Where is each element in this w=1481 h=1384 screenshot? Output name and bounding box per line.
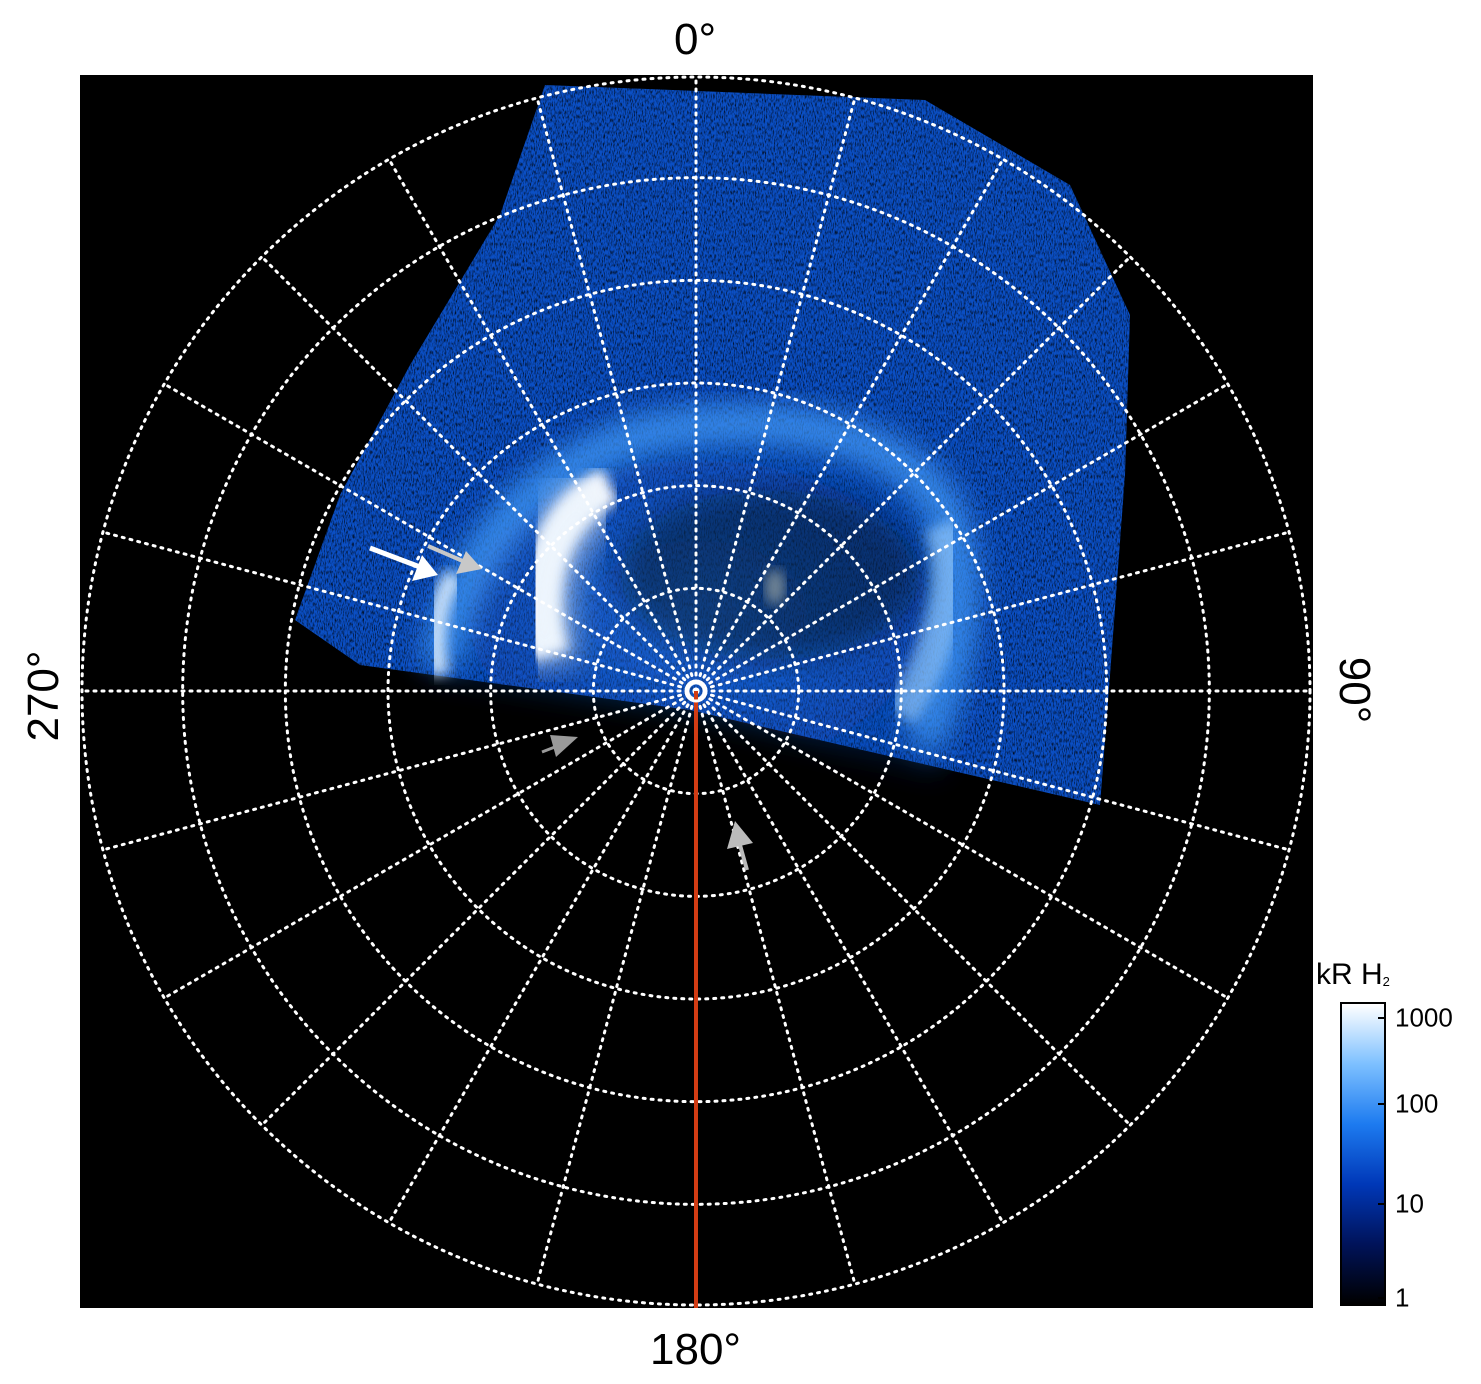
angle-label-180: 180° (650, 1325, 742, 1374)
grid-meridian (694, 253, 1134, 693)
colorbar (1340, 1002, 1386, 1306)
colorbar-tick-mark (1378, 1203, 1386, 1205)
colorbar-title-main: kR H (1316, 958, 1383, 991)
colorbar-tick-mark (1378, 1017, 1386, 1019)
colorbar-title: kR H2 (1316, 958, 1390, 992)
annotation-arrow-white (369, 545, 438, 581)
polar-projection-image (80, 75, 1313, 1308)
grid-circle (181, 176, 1211, 1206)
colorbar-title-sub: 2 (1382, 974, 1390, 989)
grid-meridian (386, 156, 698, 693)
annotation-arrow-light-grey (427, 544, 482, 574)
lat-lon-grid (80, 75, 1313, 1308)
pole-marker (684, 679, 708, 703)
colorbar-tick-label: 10 (1395, 1188, 1424, 1219)
grid-meridian (386, 689, 698, 1226)
colorbar-tick-mark (1378, 1103, 1386, 1105)
colorbar-tick-label: 1000 (1395, 1002, 1453, 1033)
angle-label-0: 0° (674, 15, 717, 64)
grid-meridian (161, 689, 698, 1001)
annotation-arrow-grey-left (541, 735, 578, 757)
angle-label-270: 270° (19, 650, 68, 742)
colorbar-tick-mark (1378, 1297, 1386, 1299)
grid-meridian (535, 689, 698, 1288)
grid-circle (80, 75, 1312, 1307)
colorbar-tick-label: 1 (1395, 1282, 1410, 1313)
aurora-emission-region (295, 85, 1130, 805)
grid-meridian (258, 689, 698, 1129)
annotation-arrow-grey-bottom (727, 821, 753, 871)
angle-label-90: 90° (1330, 656, 1379, 724)
grid-circle (283, 278, 1109, 1104)
polar-map-svg (80, 75, 1313, 1308)
grid-circle (386, 381, 1006, 1001)
grid-meridian (694, 689, 1231, 1001)
colorbar-tick-label: 100 (1395, 1088, 1439, 1119)
